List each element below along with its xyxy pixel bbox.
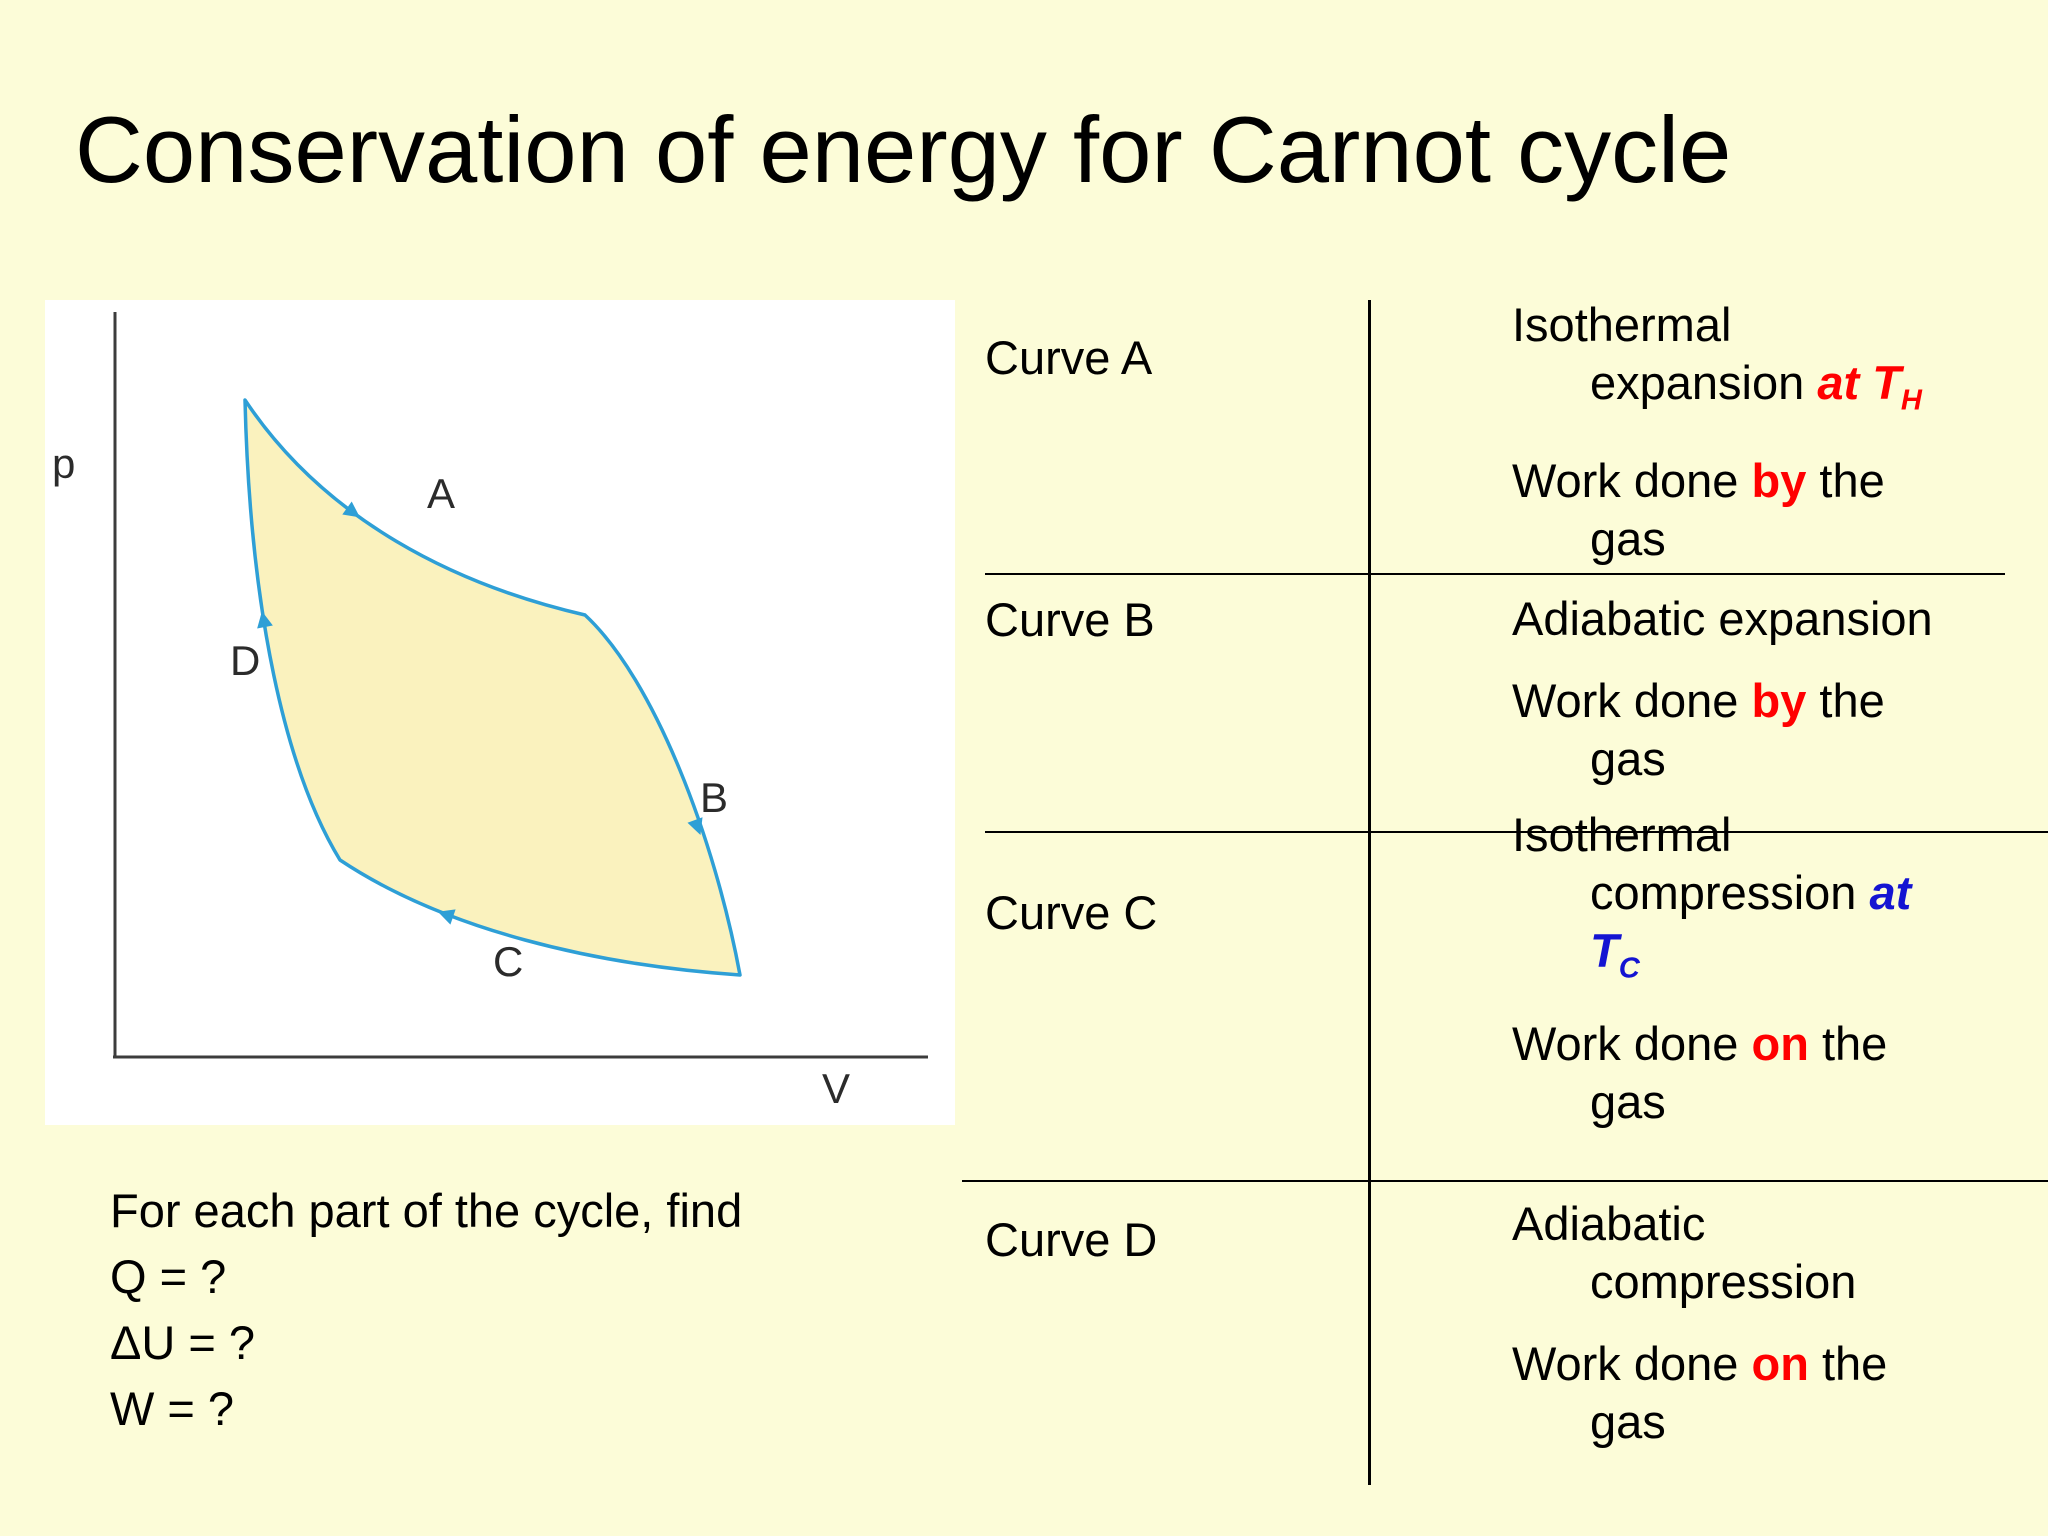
description-line: Adiabatic	[1512, 1195, 2042, 1253]
curve-d-arrow-icon	[257, 611, 273, 629]
text-segment: expansion	[1590, 356, 1818, 409]
curve-c-cell: Curve C	[985, 886, 1158, 939]
description-line: expansion at TH	[1590, 354, 2042, 429]
curve-c-label: C	[493, 938, 523, 985]
highlight-red: on	[1751, 1017, 1809, 1070]
subscript: C	[1618, 952, 1640, 985]
highlight-red: by	[1751, 674, 1807, 727]
work-line: Work done by the	[1512, 672, 2042, 730]
text-segment: the	[1808, 1337, 1888, 1390]
prompt-line-1: For each part of the cycle, find	[110, 1184, 743, 1237]
volume-axis-label: V	[822, 1065, 850, 1112]
prompt-line-4: W = ?	[110, 1382, 235, 1435]
curve-a-label: A	[427, 470, 455, 517]
description-line: compression at	[1590, 864, 2042, 922]
highlight-red: on	[1751, 1337, 1809, 1390]
text-segment: the	[1808, 1017, 1888, 1070]
text-segment: Work done	[1512, 1017, 1752, 1070]
row-divider-a-b	[985, 573, 2005, 575]
text-segment: Isothermal	[1512, 298, 1732, 351]
curve-a-description: Isothermal expansion at TH	[1512, 296, 2042, 429]
curve-b-cell: Curve B	[985, 593, 1155, 646]
text-segment: Isothermal	[1512, 808, 1732, 861]
highlight-blue: T	[1590, 924, 1619, 977]
text-segment: gas	[1590, 1075, 1666, 1128]
curve-c-description: Isothermal compression at TC	[1512, 806, 2042, 997]
carnot-cycle-path	[243, 398, 742, 977]
subscript: H	[1900, 384, 1922, 417]
description-line: Isothermal	[1512, 806, 2042, 864]
text-segment: compression	[1590, 1255, 1857, 1308]
pressure-axis-label: p	[52, 440, 75, 487]
prompt-text: For each part of the cycle, find Q = ? Δ…	[110, 1178, 742, 1442]
description-line: compression	[1590, 1253, 2042, 1311]
curve-a-arrow-icon	[342, 501, 360, 518]
description-line: Isothermal	[1512, 296, 2042, 354]
pv-diagram-svg: p V A B C D	[52, 312, 928, 1112]
curve-d-work: Work done on the gas	[1512, 1335, 2042, 1451]
row-divider-b-c	[985, 831, 2048, 833]
curve-b-label: B	[700, 774, 728, 821]
slide-title: Conservation of energy for Carnot cycle	[75, 97, 1732, 202]
curve-d-description: Adiabatic compression	[1512, 1195, 2042, 1311]
work-line: gas	[1590, 730, 2042, 788]
table-vertical-divider	[1368, 300, 1371, 1485]
pv-diagram: p V A B C D	[45, 300, 955, 1125]
highlight-red: by	[1751, 454, 1807, 507]
work-line: Work done on the	[1512, 1335, 2042, 1393]
text-segment: Work done	[1512, 1337, 1752, 1390]
curve-d-cell: Curve D	[985, 1213, 1158, 1266]
text-segment: gas	[1590, 732, 1666, 785]
text-segment: Adiabatic	[1512, 1197, 1706, 1250]
text-segment: the	[1806, 454, 1885, 507]
work-line: gas	[1590, 510, 2042, 568]
curve-b-description: Adiabatic expansion	[1512, 590, 2042, 648]
curve-a-work: Work done by the gas	[1512, 452, 2042, 568]
text-segment: compression	[1590, 866, 1870, 919]
prompt-line-2: Q = ?	[110, 1250, 227, 1303]
work-line: Work done on the	[1512, 1015, 2042, 1073]
text-segment: Adiabatic expansion	[1512, 592, 1933, 645]
curve-c-arrow-icon	[437, 909, 456, 925]
row-divider-c-d	[962, 1180, 2048, 1182]
text-segment: Work done	[1512, 454, 1752, 507]
description-line: TC	[1590, 922, 2042, 997]
curve-d-label: D	[230, 637, 260, 684]
curve-b-work: Work done by the gas	[1512, 672, 2042, 788]
description-line: Adiabatic expansion	[1512, 590, 2042, 648]
curve-a-cell: Curve A	[985, 331, 1153, 384]
curve-b-arrow-icon	[687, 817, 703, 836]
text-segment: gas	[1590, 512, 1666, 565]
work-line: gas	[1590, 1073, 2042, 1131]
highlight-red: at T	[1817, 356, 1901, 409]
text-segment: gas	[1590, 1395, 1666, 1448]
work-line: Work done by the	[1512, 452, 2042, 510]
text-segment: Work done	[1512, 674, 1752, 727]
text-segment: the	[1806, 674, 1885, 727]
work-line: gas	[1590, 1393, 2042, 1451]
curve-c-work: Work done on the gas	[1512, 1015, 2042, 1131]
prompt-line-3: ΔU = ?	[110, 1316, 256, 1369]
highlight-blue: at	[1869, 866, 1912, 919]
